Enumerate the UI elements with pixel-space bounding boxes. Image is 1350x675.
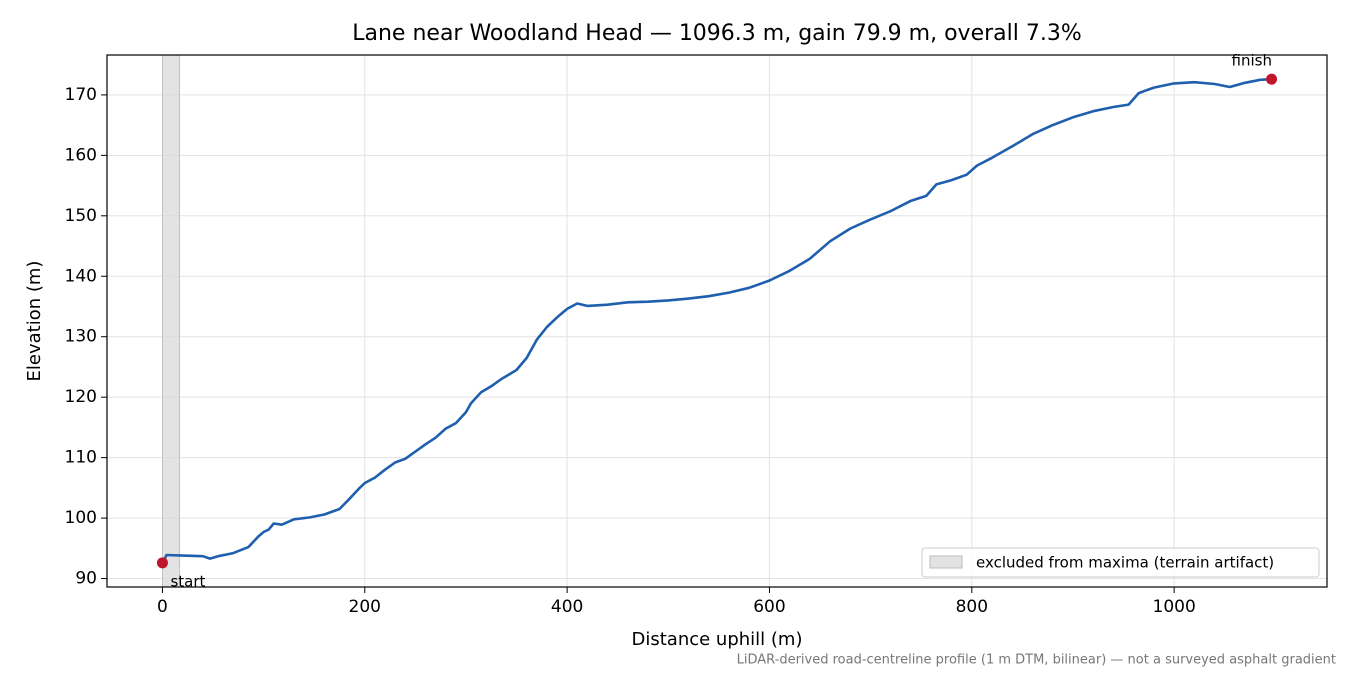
chart-title: Lane near Woodland Head — 1096.3 m, gain… [352,21,1082,46]
y-tick-label: 90 [75,569,97,589]
x-axis-label: Distance uphill (m) [632,629,803,650]
excluded-span [162,54,181,588]
elevation-line [163,77,1272,560]
x-tick-label: 600 [753,597,785,617]
y-tick-label: 130 [65,327,97,347]
endpoint-marker [1266,73,1278,85]
x-tick-label: 1000 [1153,597,1196,617]
y-axis-label: Elevation (m) [24,261,45,382]
x-tick-label: 800 [956,597,988,617]
y-tick-label: 110 [65,448,97,468]
x-tick-label: 400 [551,597,583,617]
y-tick-label: 160 [65,145,97,165]
endpoint-label: finish [1232,52,1272,70]
endpoint-marker [156,557,168,569]
y-tick-label: 170 [65,85,97,105]
y-tick-label: 120 [65,387,97,407]
plot-frame [106,54,1328,588]
x-tick-label: 0 [157,597,168,617]
footnote: LiDAR-derived road-centreline profile (1… [737,653,1336,668]
x-tick-label: 200 [349,597,381,617]
legend-box [921,547,1320,578]
y-tick-label: 140 [65,266,97,286]
endpoint-label: start [170,572,205,590]
y-tick-label: 100 [65,508,97,528]
y-tick-label: 150 [65,206,97,226]
legend-label: excluded from maxima (terrain artifact) [976,554,1274,572]
legend-swatch [929,555,963,569]
